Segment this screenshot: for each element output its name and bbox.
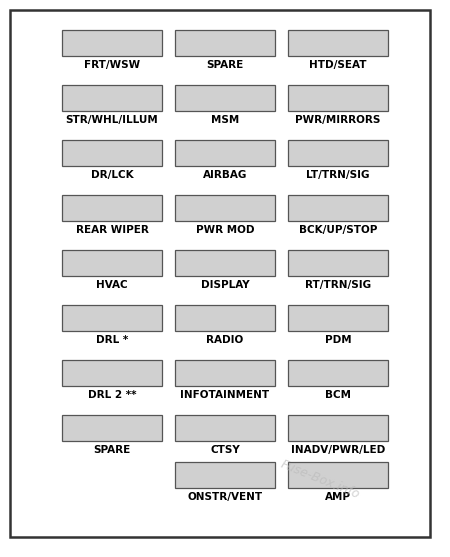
Bar xyxy=(288,195,388,221)
Bar xyxy=(175,85,275,111)
Text: RADIO: RADIO xyxy=(207,335,243,345)
Text: INADV/PWR/LED: INADV/PWR/LED xyxy=(291,445,385,455)
Text: LT/TRN/SIG: LT/TRN/SIG xyxy=(306,170,370,180)
Bar xyxy=(175,462,275,488)
Bar xyxy=(288,415,388,441)
Bar xyxy=(175,195,275,221)
Bar xyxy=(288,305,388,331)
Bar xyxy=(288,30,388,56)
Text: REAR WIPER: REAR WIPER xyxy=(76,225,148,235)
Bar xyxy=(62,30,162,56)
Text: AIRBAG: AIRBAG xyxy=(203,170,247,180)
Bar xyxy=(288,462,388,488)
Bar xyxy=(62,140,162,166)
Bar xyxy=(288,140,388,166)
Text: PWR/MIRRORS: PWR/MIRRORS xyxy=(295,115,381,125)
Bar xyxy=(62,250,162,276)
Bar xyxy=(175,305,275,331)
Text: CTSY: CTSY xyxy=(210,445,240,455)
Text: DRL *: DRL * xyxy=(96,335,128,345)
Bar xyxy=(288,85,388,111)
Text: BCM: BCM xyxy=(325,390,351,400)
Bar xyxy=(62,305,162,331)
Bar xyxy=(175,30,275,56)
Text: DISPLAY: DISPLAY xyxy=(201,280,249,290)
Bar xyxy=(288,250,388,276)
Text: SPARE: SPARE xyxy=(94,445,130,455)
Bar xyxy=(62,415,162,441)
Bar xyxy=(175,140,275,166)
Text: AMP: AMP xyxy=(325,492,351,502)
Text: BCK/UP/STOP: BCK/UP/STOP xyxy=(299,225,377,235)
Text: STR/WHL/ILLUM: STR/WHL/ILLUM xyxy=(66,115,158,125)
Text: RT/TRN/SIG: RT/TRN/SIG xyxy=(305,280,371,290)
Text: INFOTAINMENT: INFOTAINMENT xyxy=(180,390,270,400)
Bar xyxy=(175,250,275,276)
Text: SPARE: SPARE xyxy=(207,60,243,70)
Text: DR/LCK: DR/LCK xyxy=(91,170,133,180)
Bar xyxy=(62,360,162,386)
Bar xyxy=(62,195,162,221)
Bar xyxy=(175,360,275,386)
Text: PWR MOD: PWR MOD xyxy=(196,225,254,235)
Text: FRT/WSW: FRT/WSW xyxy=(84,60,140,70)
Text: ONSTR/VENT: ONSTR/VENT xyxy=(188,492,262,502)
Bar xyxy=(62,85,162,111)
Text: PDM: PDM xyxy=(325,335,351,345)
Bar xyxy=(288,360,388,386)
Bar xyxy=(175,415,275,441)
Text: DRL 2 **: DRL 2 ** xyxy=(88,390,136,400)
Text: Fuse-Box.info: Fuse-Box.info xyxy=(279,458,361,502)
Text: HVAC: HVAC xyxy=(96,280,128,290)
Text: HTD/SEAT: HTD/SEAT xyxy=(309,60,367,70)
Text: MSM: MSM xyxy=(211,115,239,125)
